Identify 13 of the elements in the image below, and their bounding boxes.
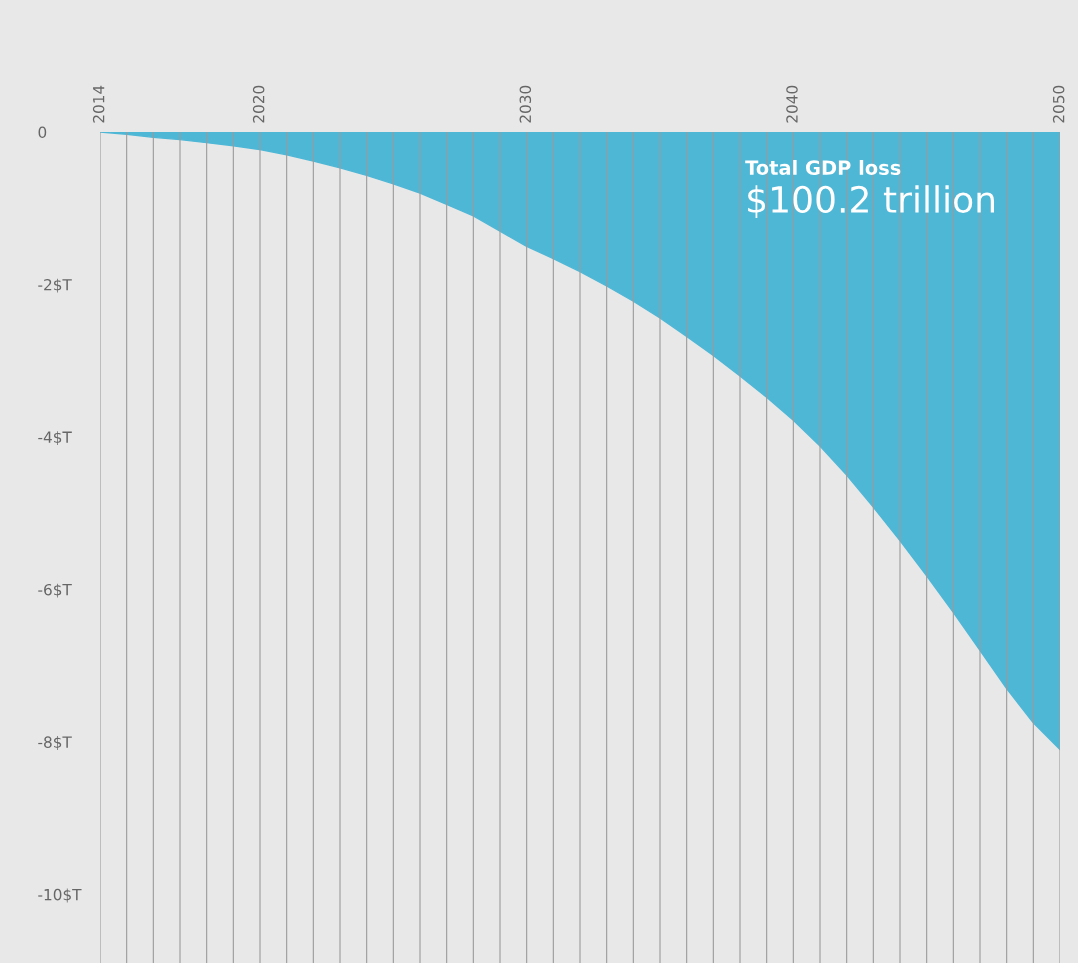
y-tick-label: -8$T (38, 736, 72, 750)
y-tick-label: -10$T (38, 888, 82, 903)
y-tick-label: -2$T (38, 278, 72, 293)
y-tick-label: -4$T (38, 431, 72, 445)
x-tick-label: 2050 (1052, 85, 1065, 123)
annotation: Total GDP loss (745, 159, 901, 176)
y-tick-label: 0 (38, 126, 47, 139)
x-tick-label: 2020 (252, 85, 265, 123)
x-tick-label: 2014 (92, 85, 105, 123)
x-tick-label: 2030 (519, 85, 532, 123)
x-tick-label: 2040 (786, 85, 798, 123)
y-tick-label: -6$T (38, 583, 72, 598)
annotation: $100.2 trillion (748, 185, 994, 218)
